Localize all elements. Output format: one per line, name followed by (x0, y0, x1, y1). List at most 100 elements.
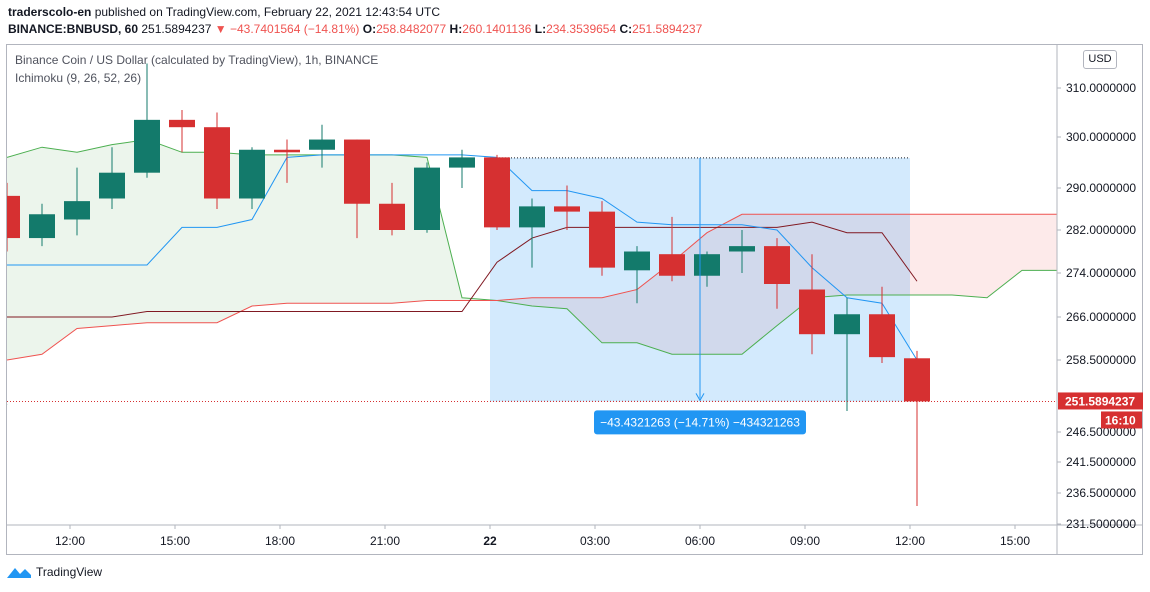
candle (519, 198, 545, 268)
candle (239, 147, 265, 209)
countdown-badge (1101, 411, 1142, 429)
last-price: 251.5894237 (141, 22, 212, 36)
candle (309, 124, 335, 168)
candle (379, 182, 405, 236)
x-tick-label: 12:00 (55, 534, 85, 548)
candle (99, 147, 125, 209)
y-tick-label: 266.0000000 (1066, 310, 1136, 324)
symbol: BINANCE:BNBUSD, 60 (8, 22, 139, 36)
candle (589, 201, 615, 276)
candle (344, 139, 370, 239)
x-tick-label: 12:00 (895, 534, 925, 548)
chart-frame[interactable] (6, 44, 1143, 555)
candle-body (414, 167, 440, 230)
close-label: C: (619, 22, 633, 36)
candle-body (274, 149, 300, 153)
currency-button[interactable]: USD (1083, 50, 1117, 69)
candle-body (624, 251, 650, 271)
tradingview-logo-icon (7, 568, 31, 578)
kumo-cloud-bullish (7, 139, 497, 360)
x-tick-label: 22 (483, 534, 497, 548)
high-value: 260.1401136 (462, 22, 532, 36)
x-tick-label: 09:00 (790, 534, 820, 548)
candle (624, 246, 650, 304)
candle-body (169, 119, 195, 128)
candle (799, 254, 825, 355)
candle-body (134, 119, 160, 173)
candle-body (204, 127, 230, 199)
candle-body (834, 314, 860, 335)
y-tick-label: 274.0000000 (1066, 266, 1136, 280)
publish-text: published on TradingView.com, February 2… (91, 5, 441, 19)
candle-body (64, 201, 90, 220)
candle-body (449, 157, 475, 168)
last-price-badge (1058, 392, 1143, 410)
y-tick-label: 300.0000000 (1066, 130, 1136, 144)
candle (274, 139, 300, 183)
y-tick-label: 282.0000000 (1066, 223, 1136, 237)
candle-body (554, 206, 580, 212)
chart-canvas[interactable]: 310.0000000 300.0000000 290.0000000 282.000… (0, 0, 1150, 560)
candle (169, 110, 195, 153)
y-tick-label: 241.5000000 (1066, 455, 1136, 469)
measure-label: −43.4321263 (−14.71%) −434321263 (600, 415, 800, 429)
y-tick-label: 290.0000000 (1066, 181, 1136, 195)
author-name[interactable]: traderscolo-en (8, 5, 92, 19)
candle (204, 112, 230, 209)
candle (729, 230, 755, 273)
y-tick-label: 246.5000000 (1066, 425, 1136, 439)
candle (7, 182, 20, 252)
high-label: H: (449, 22, 463, 36)
open-value: 258.8482077 (376, 22, 447, 36)
candle-body (7, 195, 20, 239)
candle-body (904, 358, 930, 402)
candle-body (484, 157, 510, 228)
candle-body (589, 211, 615, 268)
candle (134, 63, 160, 178)
candle (64, 167, 90, 236)
measure-arrow-head (695, 393, 705, 402)
candle-body (239, 149, 265, 199)
footer-brand[interactable]: TradingView (6, 565, 102, 579)
candle (904, 350, 930, 507)
candle-body (99, 172, 125, 199)
candle-body (694, 254, 720, 276)
close-value: 251.5894237 (632, 22, 703, 36)
open-label: O: (362, 22, 377, 36)
y-tick-label: 258.5000000 (1066, 353, 1136, 367)
indicator-legend[interactable]: Ichimoku (9, 26, 52, 26) (15, 71, 142, 85)
price-change: ▼ −43.7401564 (−14.81%) (214, 22, 360, 36)
x-tick-label: 21:00 (370, 534, 400, 548)
measure-label-box (594, 410, 806, 435)
last-price-badge-label: 251.5894237 (1065, 394, 1135, 408)
x-tick-label: 03:00 (580, 534, 610, 548)
candle (449, 149, 475, 188)
publish-info: traderscolo-en published on TradingView.… (8, 5, 440, 19)
candle (869, 286, 895, 363)
candle-body (764, 246, 790, 284)
candle-body (379, 203, 405, 230)
countdown-badge-label: 16:10 (1105, 413, 1136, 427)
x-tick-label: 18:00 (265, 534, 295, 548)
candle (484, 154, 510, 230)
x-tick-label: 15:00 (160, 534, 190, 548)
x-tick-label: 06:00 (685, 534, 715, 548)
senkou-span-b-line (7, 213, 1057, 361)
x-tick-label: 15:00 (1000, 534, 1030, 548)
plot-area (7, 63, 1057, 507)
candle-body (799, 289, 825, 335)
y-tick-label: 310.0000000 (1066, 81, 1136, 95)
candle-body (344, 139, 370, 204)
low-value: 234.3539654 (546, 22, 617, 36)
y-tick-label: 231.5000000 (1066, 517, 1136, 531)
candle (764, 238, 790, 309)
candle (29, 203, 55, 247)
candle-body (659, 254, 685, 276)
candle-body (519, 206, 545, 228)
candle-body (869, 314, 895, 358)
chikou-line (7, 404, 8, 405)
footer-brand-label: TradingView (36, 565, 103, 579)
candle (414, 162, 440, 233)
candle (659, 216, 685, 282)
candle-body (309, 139, 335, 150)
